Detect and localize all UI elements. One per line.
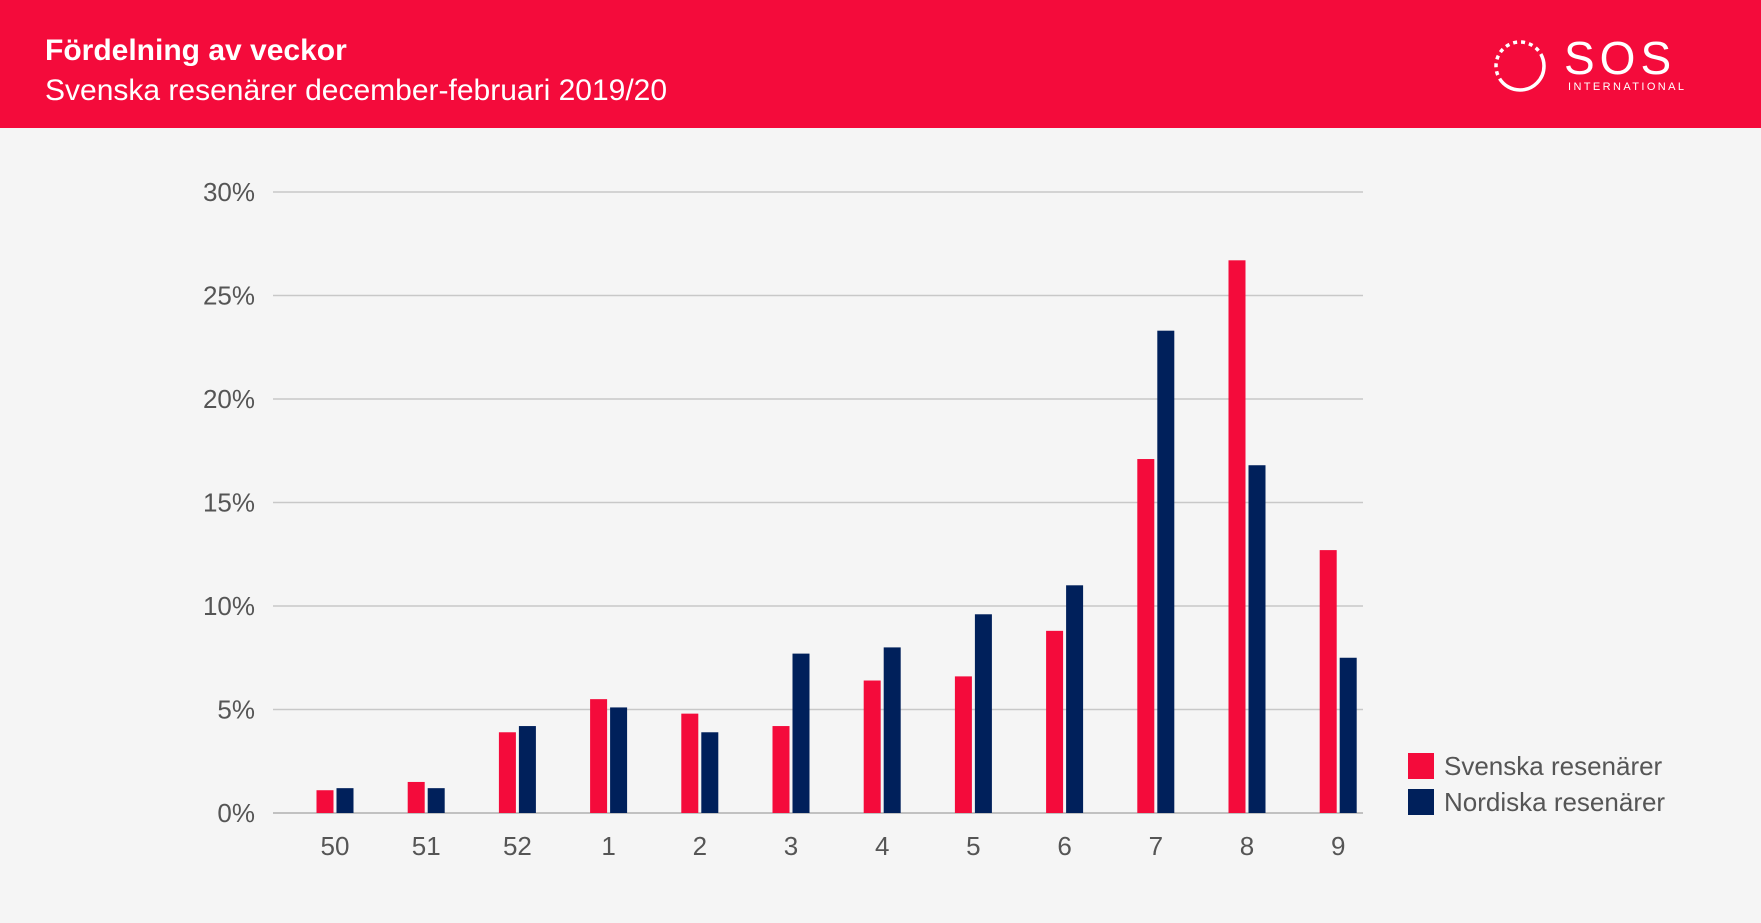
y-tick-label: 5%: [217, 695, 255, 725]
logo-ring-icon: [1494, 40, 1546, 92]
bar-svenska: [316, 790, 334, 813]
y-tick-label: 25%: [203, 281, 255, 311]
legend-item-nordiska: Nordiska resenärer: [1408, 784, 1665, 820]
bar-svenska: [954, 676, 972, 813]
bar-nordiska: [518, 726, 536, 813]
bar-svenska: [498, 732, 516, 813]
logo-name: SOS: [1564, 32, 1677, 84]
chart-title: Fördelning av veckor: [45, 34, 347, 67]
bar-nordiska: [610, 707, 628, 813]
bar-nordiska: [1339, 657, 1357, 813]
bar-svenska: [772, 726, 790, 813]
x-tick-label: 7: [1149, 831, 1163, 861]
bar-svenska: [407, 781, 425, 813]
bar-svenska: [590, 699, 608, 813]
x-tick-label: 52: [503, 831, 532, 861]
y-tick-label: 30%: [203, 177, 255, 207]
bar-svenska: [1046, 630, 1064, 813]
x-tick-label: 50: [321, 831, 350, 861]
bar-nordiska: [427, 788, 445, 813]
bar-svenska: [1319, 550, 1337, 813]
bar-nordiska: [701, 732, 719, 813]
bar-svenska: [1228, 260, 1246, 813]
x-tick-label: 2: [693, 831, 707, 861]
bar-nordiska: [883, 647, 901, 813]
bar-svenska: [1137, 459, 1155, 813]
legend-label-svenska: Svenska resenärer: [1444, 750, 1663, 781]
bar-nordiska: [792, 653, 810, 813]
legend-swatch-nordiska: [1408, 789, 1434, 815]
x-tick-label: 9: [1331, 831, 1345, 861]
x-tick-label: 6: [1057, 831, 1071, 861]
bar-nordiska: [336, 788, 354, 813]
bar-svenska: [863, 680, 881, 813]
chart-legend: Svenska resenärer Nordiska resenärer: [1408, 748, 1665, 820]
y-tick-label: 10%: [203, 591, 255, 621]
sos-international-logo: SOS INTERNATIONAL: [1490, 34, 1730, 98]
y-tick-label: 15%: [203, 488, 255, 518]
bar-chart: 0% 5% 10% 15% 20% 25% 30% 50 51 52 1 2 3 4 5 6 7 8 9: [203, 177, 1363, 861]
chart-subtitle: Svenska resenärer december-februari 2019…: [45, 74, 668, 107]
bar-nordiska: [974, 614, 992, 813]
x-tick-label: 8: [1240, 831, 1254, 861]
x-tick-label: 1: [601, 831, 615, 861]
legend-item-svenska: Svenska resenärer: [1408, 748, 1665, 784]
bar-nordiska: [1066, 585, 1084, 813]
bar-nordiska: [1248, 465, 1266, 813]
x-tick-label: 4: [875, 831, 889, 861]
x-tick-label: 3: [784, 831, 798, 861]
legend-label-nordiska: Nordiska resenärer: [1444, 786, 1666, 817]
bar-nordiska: [1157, 330, 1175, 813]
y-tick-label: 0%: [217, 798, 255, 828]
header-banner: Fördelning av veckor Svenska resenärer d…: [0, 0, 1761, 128]
logo-subtitle: INTERNATIONAL: [1568, 81, 1687, 93]
y-tick-label: 20%: [203, 384, 255, 414]
legend-swatch-svenska: [1408, 753, 1434, 779]
bar-svenska: [681, 713, 699, 813]
x-tick-label: 5: [966, 831, 980, 861]
x-tick-label: 51: [412, 831, 441, 861]
